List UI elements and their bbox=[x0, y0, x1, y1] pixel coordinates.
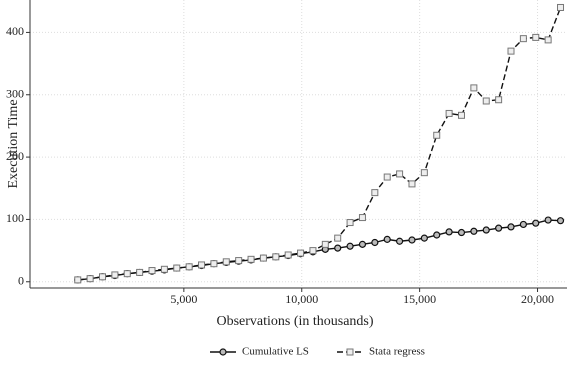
data-point bbox=[334, 244, 342, 252]
data-point bbox=[519, 35, 527, 43]
data-point bbox=[74, 276, 82, 284]
y-tick-label: 0 bbox=[18, 274, 24, 288]
data-point bbox=[482, 226, 490, 234]
data-point bbox=[148, 267, 156, 275]
y-tick-label: 400 bbox=[6, 24, 24, 38]
series-line bbox=[77, 7, 562, 281]
data-point bbox=[544, 36, 552, 44]
data-point bbox=[470, 84, 478, 92]
data-point bbox=[470, 227, 478, 235]
data-point bbox=[556, 217, 565, 225]
data-point bbox=[383, 173, 391, 181]
data-point bbox=[395, 237, 404, 245]
legend-label: Stata regress bbox=[369, 346, 425, 358]
data-point bbox=[507, 47, 515, 55]
data-point bbox=[284, 251, 292, 259]
data-point bbox=[247, 255, 255, 263]
data-point bbox=[297, 249, 305, 257]
data-point bbox=[457, 111, 465, 119]
data-point bbox=[408, 236, 416, 244]
data-point bbox=[495, 224, 503, 232]
data-point bbox=[173, 264, 181, 272]
data-point bbox=[433, 231, 441, 239]
data-point bbox=[86, 275, 94, 283]
data-point bbox=[420, 234, 428, 242]
data-point bbox=[507, 223, 515, 231]
data-point bbox=[544, 216, 552, 224]
legend-marker bbox=[346, 348, 354, 356]
data-point bbox=[482, 97, 490, 105]
x-tick-label: 5,000 bbox=[170, 292, 197, 306]
data-point bbox=[371, 238, 379, 247]
data-point bbox=[358, 214, 366, 222]
data-point bbox=[272, 253, 280, 261]
data-point bbox=[495, 96, 503, 104]
data-point bbox=[235, 257, 243, 265]
data-point bbox=[383, 235, 391, 243]
data-point bbox=[259, 254, 267, 262]
legend-label: Cumulative LS bbox=[242, 346, 309, 358]
x-axis-title: Observations (in thousands) bbox=[216, 314, 373, 329]
y-axis-title: Execution Time bbox=[6, 99, 21, 188]
y-tick-label: 200 bbox=[6, 149, 24, 163]
x-tick-label: 20,000 bbox=[521, 292, 554, 306]
data-point bbox=[457, 228, 466, 237]
data-point bbox=[111, 271, 119, 279]
data-point bbox=[519, 220, 527, 229]
data-point bbox=[371, 189, 379, 197]
data-point bbox=[532, 33, 540, 41]
data-point bbox=[420, 169, 428, 177]
data-point bbox=[198, 261, 206, 269]
data-point bbox=[222, 258, 230, 266]
data-point bbox=[334, 234, 342, 242]
data-point bbox=[309, 247, 317, 255]
data-point bbox=[346, 242, 354, 250]
y-tick-label: 100 bbox=[6, 211, 24, 225]
data-point bbox=[408, 180, 416, 188]
legend-marker bbox=[219, 348, 227, 356]
x-tick-label: 10,000 bbox=[285, 292, 318, 306]
data-point bbox=[445, 109, 453, 117]
data-point bbox=[445, 228, 453, 236]
data-point bbox=[346, 219, 354, 227]
data-point bbox=[557, 3, 565, 11]
data-point bbox=[532, 219, 540, 227]
data-point bbox=[358, 240, 367, 248]
x-tick-label: 15,000 bbox=[403, 292, 436, 306]
data-point bbox=[433, 131, 441, 139]
data-point bbox=[160, 265, 168, 273]
data-point bbox=[321, 240, 329, 248]
data-point bbox=[123, 270, 131, 278]
data-point bbox=[396, 170, 404, 178]
data-point bbox=[185, 263, 193, 271]
data-point bbox=[136, 268, 144, 276]
data-point bbox=[210, 260, 218, 268]
y-tick-label: 300 bbox=[6, 87, 24, 101]
data-point bbox=[99, 273, 107, 281]
